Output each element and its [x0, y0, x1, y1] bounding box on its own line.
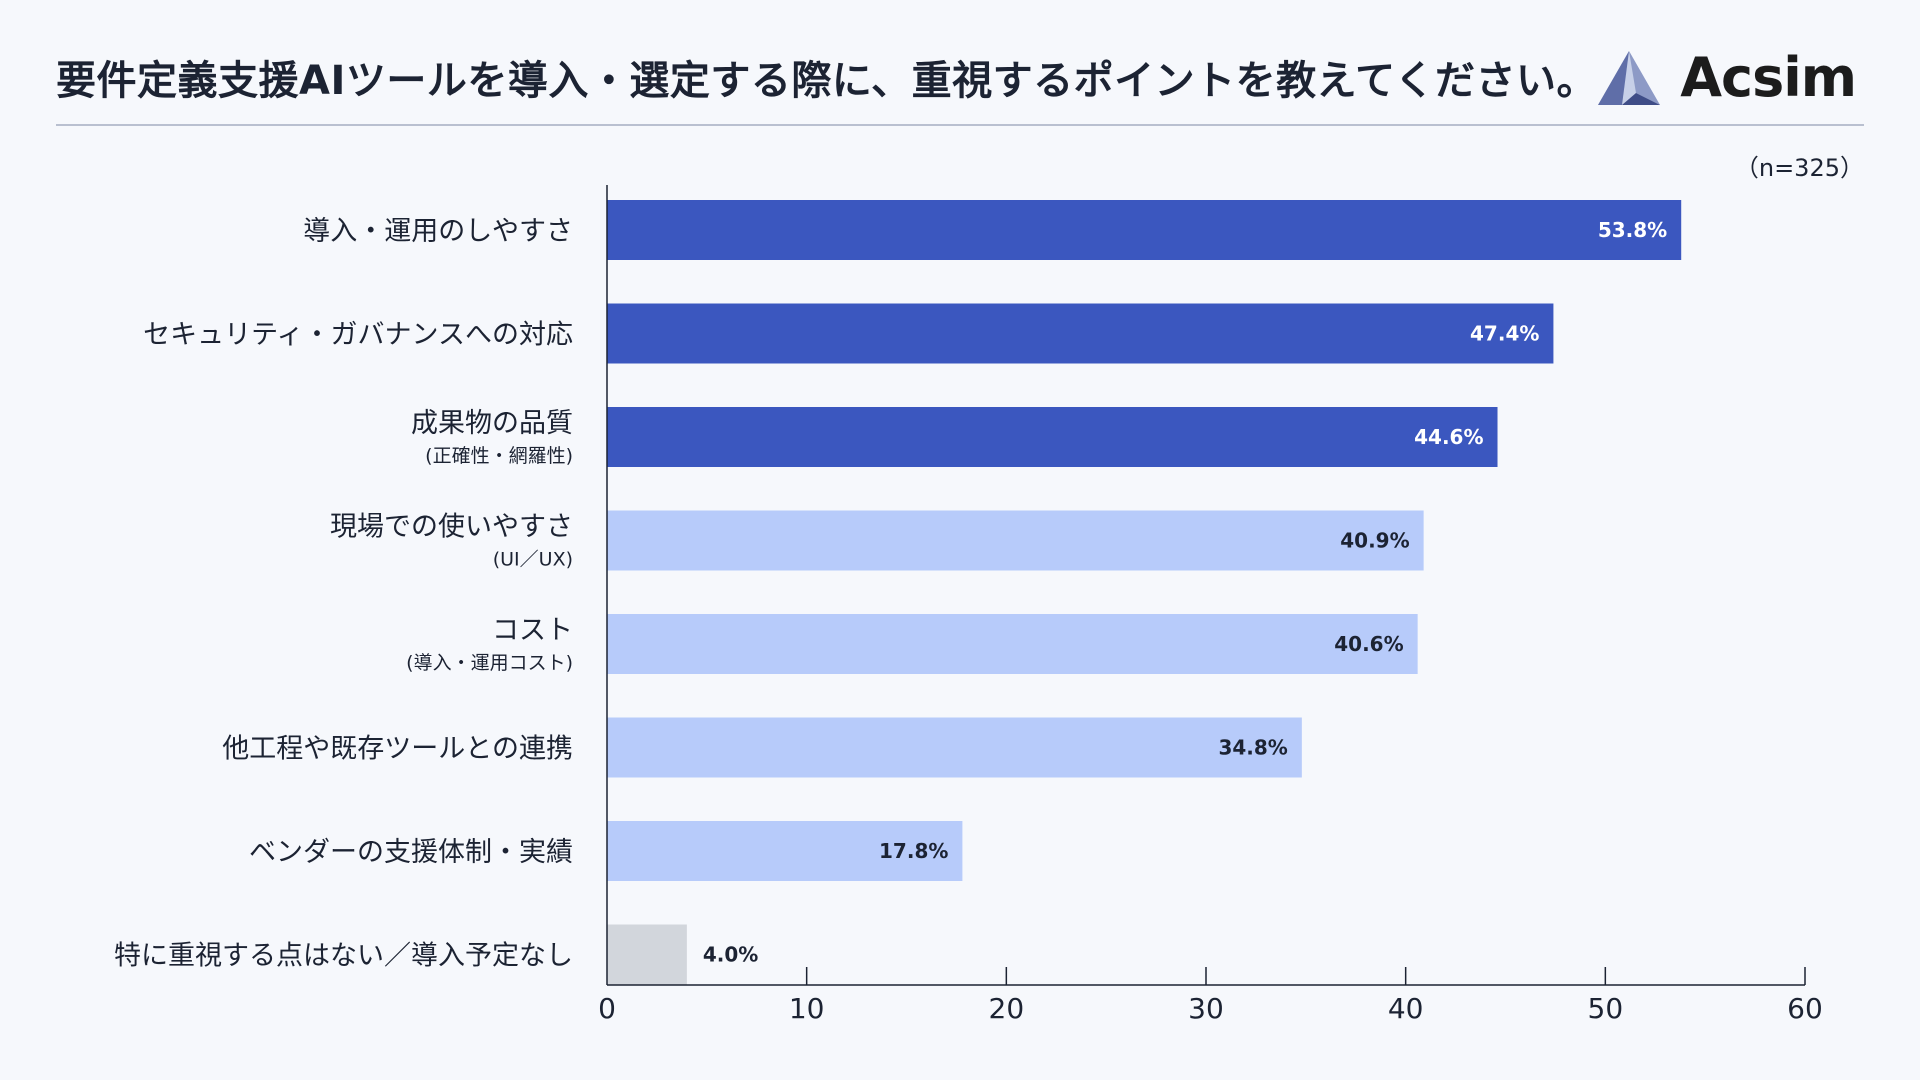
category-sublabel: (導入・運用コスト) [406, 652, 573, 674]
category-sublabel: (正確性・網羅性) [425, 445, 573, 467]
page-title: 要件定義支援AIツールを導入・選定する際に、重視するポイントを教えてください。 [56, 58, 1597, 104]
bar [607, 407, 1498, 467]
category-label: 他工程や既存ツールとの連携 [222, 734, 573, 765]
brand-name: Acsim [1680, 46, 1857, 109]
data-label: 53.8% [1598, 218, 1667, 242]
x-tick-label: 30 [1188, 992, 1224, 1025]
data-label: 17.8% [879, 839, 948, 863]
bar [607, 821, 963, 881]
data-label: 44.6% [1414, 425, 1483, 449]
category-label: コスト [492, 615, 573, 646]
bar [607, 924, 687, 985]
x-tick-label: 10 [789, 992, 825, 1025]
data-label: 47.4% [1470, 322, 1539, 346]
category-label: ベンダーの支援体制・実績 [249, 837, 573, 868]
acsim-logo-icon [1598, 50, 1661, 105]
brand-logo: Acsim [1596, 46, 1857, 109]
x-tick-label: 40 [1388, 992, 1424, 1025]
x-tick-label: 20 [989, 992, 1025, 1025]
bar [607, 510, 1424, 571]
bar [607, 303, 1554, 364]
category-label: 導入・運用のしやすさ [303, 216, 573, 247]
bar [607, 614, 1418, 674]
sample-size: （n=325） [1734, 154, 1864, 182]
x-tick-label: 50 [1588, 992, 1624, 1025]
category-label: 現場での使いやすさ [330, 512, 573, 543]
data-label: 34.8% [1218, 736, 1287, 760]
data-label: 40.9% [1340, 529, 1409, 553]
bar [607, 717, 1302, 778]
bar [607, 200, 1682, 260]
x-tick-label: 60 [1787, 992, 1823, 1025]
data-label: 40.6% [1334, 632, 1403, 656]
data-label: 4.0% [703, 943, 758, 967]
category-label: セキュリティ・ガバナンスへの対応 [143, 320, 573, 351]
x-tick-label: 0 [598, 992, 616, 1025]
category-label: 特に重視する点はない／導入予定なし [114, 941, 573, 972]
header-divider [56, 124, 1864, 126]
category-sublabel: (UI／UX) [493, 549, 573, 571]
category-label: 成果物の品質 [411, 408, 573, 439]
